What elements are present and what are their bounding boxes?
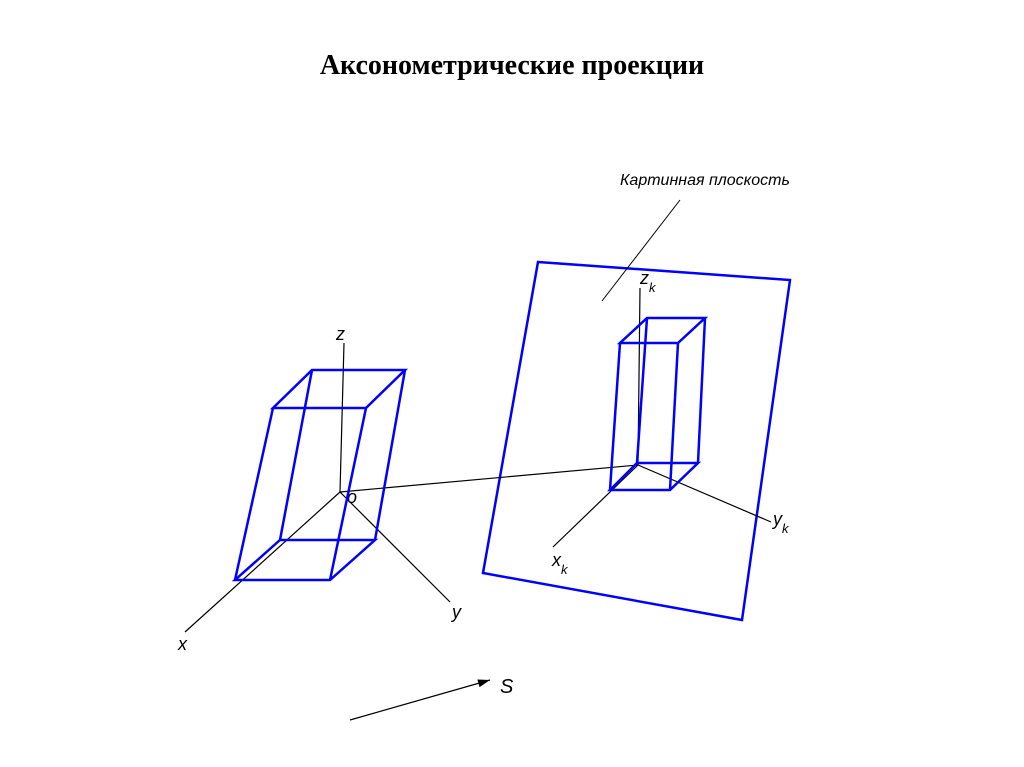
right-prism-edge-1 [610,343,620,490]
left-prism-bottom [235,540,375,580]
right-prism-edge-2 [670,343,678,490]
left-prism-edge-1 [235,408,273,580]
picture-plane [483,262,790,620]
right-prism-top [620,318,705,343]
label-x: x [177,634,188,654]
plane-label: Картинная плоскость [620,172,790,189]
left-prism-top [273,370,405,408]
axis-yk [638,465,771,522]
axis-xk [553,465,638,547]
label-s: S [500,676,514,698]
right-prism-bottom [610,463,698,490]
axis-z-left [340,343,344,492]
label-y: y [450,602,462,622]
label-z: z [335,324,345,344]
s-arrow-head [477,679,490,687]
axis-y-left [340,492,450,602]
label-xk: xk [551,550,569,577]
label-yk: yk [771,509,790,536]
axis-x-left [185,492,340,632]
s-arrow-line [350,680,490,720]
right-prism-edge-3 [698,318,705,463]
diagram-svg: Картинная плоскость z x y o zk xk yk S [0,0,1024,767]
label-zk: zk [639,268,657,295]
